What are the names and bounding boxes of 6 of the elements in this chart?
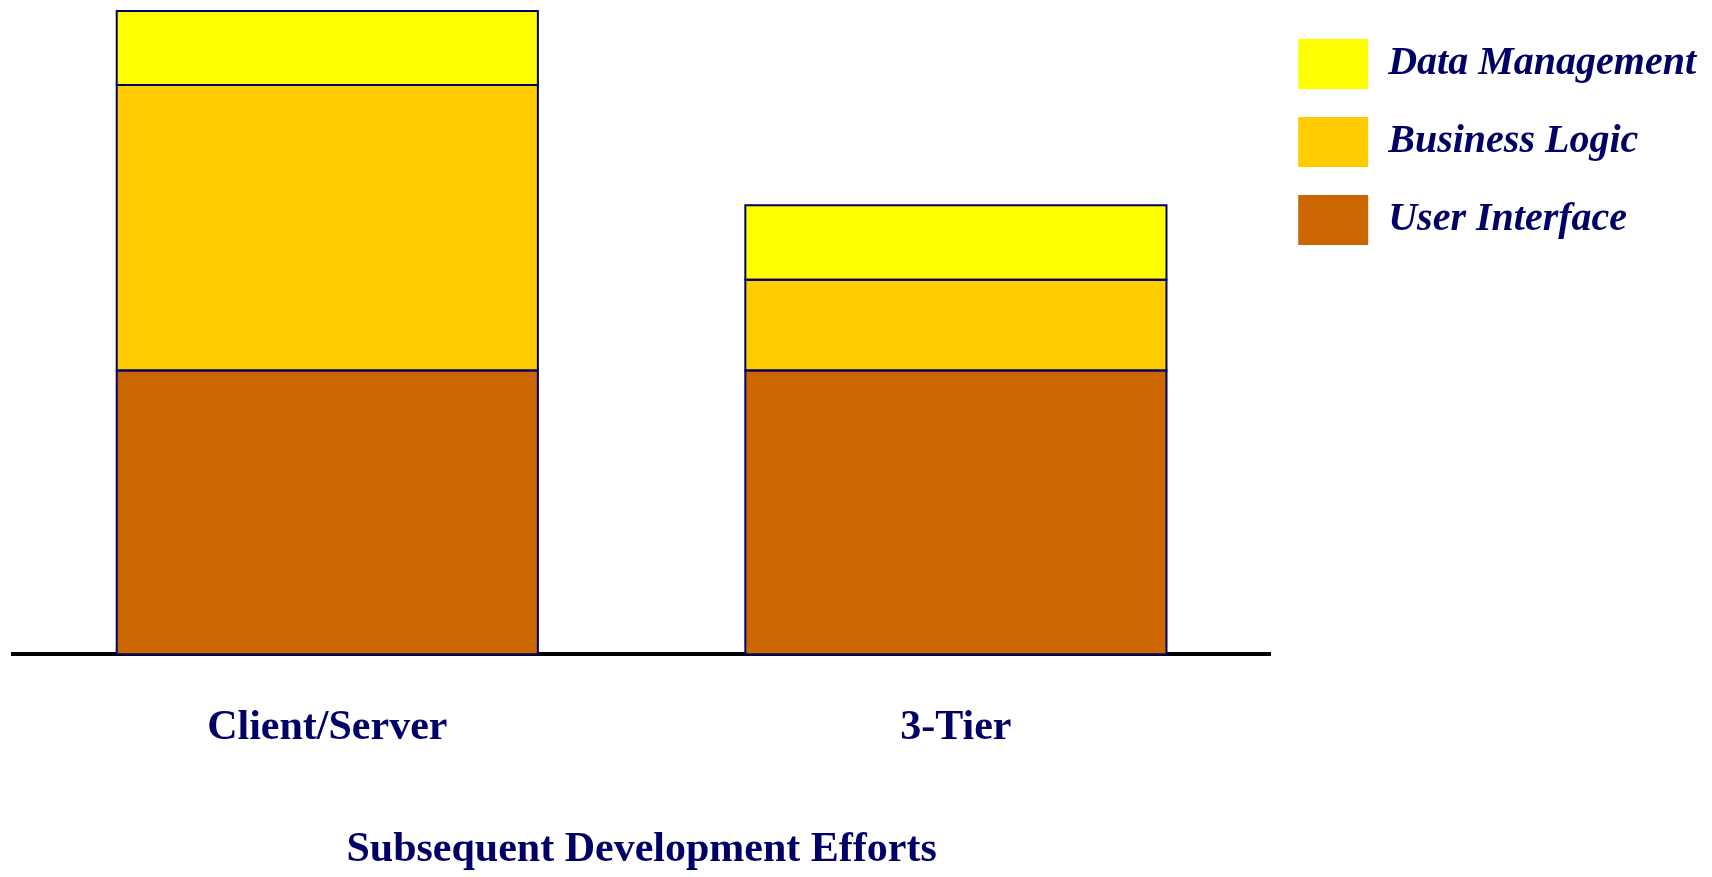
legend-label: Business Logic <box>1387 116 1639 162</box>
x-axis-title: Subsequent Development Efforts <box>346 823 937 870</box>
x-tick-label: 3-Tier <box>900 702 1012 749</box>
legend-label: User Interface <box>1388 194 1628 240</box>
legend-label: Data Management <box>1387 38 1698 84</box>
x-tick-label: Client/Server <box>207 702 448 749</box>
